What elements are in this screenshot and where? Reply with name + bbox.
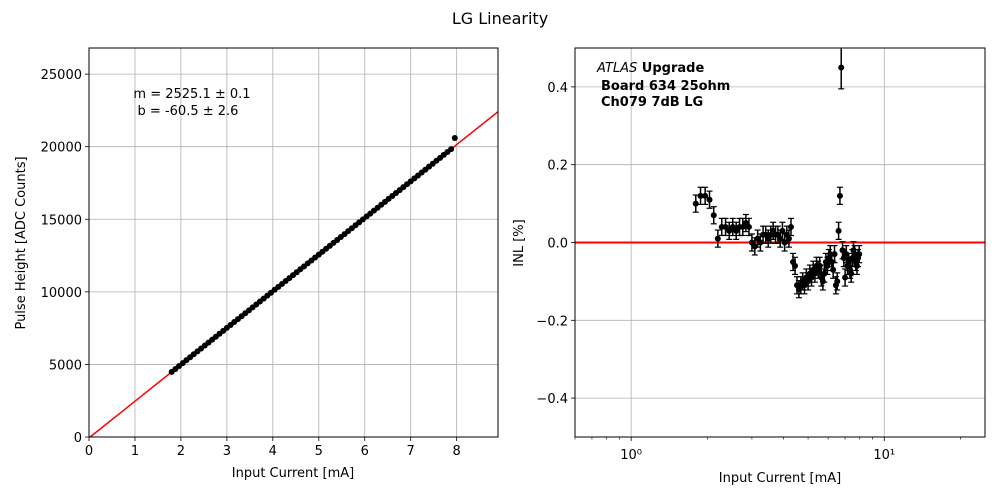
inl-y-tick-label: −0.2 xyxy=(536,314,568,329)
inl-data-point xyxy=(714,235,721,242)
inl-x-axis-label: Input Current [mA] xyxy=(719,471,841,486)
inl-data-point xyxy=(722,223,729,230)
linearity-annotation-slope: m = 2525.1 ± 0.1 xyxy=(133,87,250,102)
linearity-x-tick-label: 0 xyxy=(85,444,93,459)
inl-data-point xyxy=(785,235,792,242)
linearity-x-tick-label: 8 xyxy=(452,444,460,459)
inl-data-point xyxy=(733,227,740,234)
inl-x-tick-label: 10¹ xyxy=(873,448,895,463)
linearity-chart: 0 1 2 3 4 5 6 7 8 0 5000 10000 15000 20000 25000 m = 2… xyxy=(14,47,499,481)
inl-points xyxy=(692,48,863,299)
inl-data-point xyxy=(836,192,843,199)
linearity-x-tick-label: 7 xyxy=(407,444,415,459)
linearity-y-tick-label: 20000 xyxy=(41,141,82,156)
inl-y-tick-label: −0.4 xyxy=(536,392,568,407)
inl-data-point xyxy=(821,270,828,277)
linearity-ticks: 0 1 2 3 4 5 6 7 8 0 5000 10000 15000 20000 25000 xyxy=(41,68,461,459)
inl-data-point xyxy=(729,223,736,230)
linearity-x-tick-label: 1 xyxy=(131,444,139,459)
inl-data-point xyxy=(792,262,799,269)
inl-annotation-board: Board 634 25ohm xyxy=(601,79,730,94)
inl-ticks: 10⁰ 10¹ −0.4 −0.2 0.0 0.2 0.4 xyxy=(536,81,961,463)
inl-data-point xyxy=(745,223,752,230)
linearity-x-tick-label: 5 xyxy=(315,444,323,459)
inl-data-point xyxy=(751,243,758,250)
inl-data-point xyxy=(856,251,863,258)
inl-annotation-upgrade-label: Upgrade xyxy=(637,61,704,76)
inl-data-point xyxy=(710,212,717,219)
inl-chart: 10⁰ 10¹ −0.4 −0.2 0.0 0.2 0.4 ATLAS Upgrade Bo… xyxy=(512,47,986,486)
inl-y-axis-label: INL [%] xyxy=(512,219,527,266)
inl-data-point xyxy=(835,227,842,234)
inl-data-point xyxy=(848,270,855,277)
inl-data-point xyxy=(779,227,786,234)
linearity-annotation-intercept: b = -60.5 ± 2.6 xyxy=(138,104,239,119)
linearity-y-tick-label: 10000 xyxy=(41,286,82,301)
linearity-plot-frame xyxy=(88,47,499,438)
linearity-x-axis-label: Input Current [mA] xyxy=(232,466,354,481)
linearity-x-tick-label: 6 xyxy=(361,444,369,459)
inl-data-point xyxy=(831,251,838,258)
linearity-x-tick-label: 2 xyxy=(177,444,185,459)
inl-data-point xyxy=(697,192,704,199)
inl-x-tick-label: 10⁰ xyxy=(620,448,642,463)
inl-y-tick-label: 0.4 xyxy=(547,81,568,96)
linearity-y-tick-label: 0 xyxy=(74,431,82,446)
linearity-y-tick-label: 15000 xyxy=(41,213,82,228)
linearity-x-tick-label: 4 xyxy=(269,444,277,459)
inl-annotation-channel: Ch079 7dB LG xyxy=(601,95,703,110)
figure-suptitle: LG Linearity xyxy=(452,9,548,28)
inl-data-point xyxy=(692,200,699,207)
inl-data-point xyxy=(787,223,794,230)
inl-data-point xyxy=(816,262,823,269)
inl-y-tick-label: 0.0 xyxy=(547,237,568,252)
inl-data-point xyxy=(843,251,850,258)
inl-data-point xyxy=(757,239,764,246)
inl-data-point xyxy=(834,278,841,285)
inl-data-point xyxy=(702,192,709,199)
linearity-x-tick-label: 3 xyxy=(223,444,231,459)
inl-data-point xyxy=(842,274,849,281)
linearity-data-point xyxy=(448,146,455,153)
inl-annotation-atlas: ATLAS Upgrade xyxy=(596,61,704,76)
linearity-y-tick-label: 5000 xyxy=(49,358,82,373)
inl-data-point xyxy=(706,196,713,203)
inl-data-point xyxy=(830,266,837,273)
inl-data-point xyxy=(838,64,845,71)
inl-annotation-atlas-label: ATLAS xyxy=(596,61,637,76)
linearity-y-tick-label: 25000 xyxy=(41,68,82,83)
linearity-y-axis-label: Pulse Height [ADC Counts] xyxy=(14,156,29,329)
inl-y-tick-label: 0.2 xyxy=(547,159,568,174)
linearity-data-point xyxy=(451,134,458,141)
linearity-points xyxy=(168,134,458,375)
inl-data-point xyxy=(853,262,860,269)
inl-data-point xyxy=(726,227,733,234)
